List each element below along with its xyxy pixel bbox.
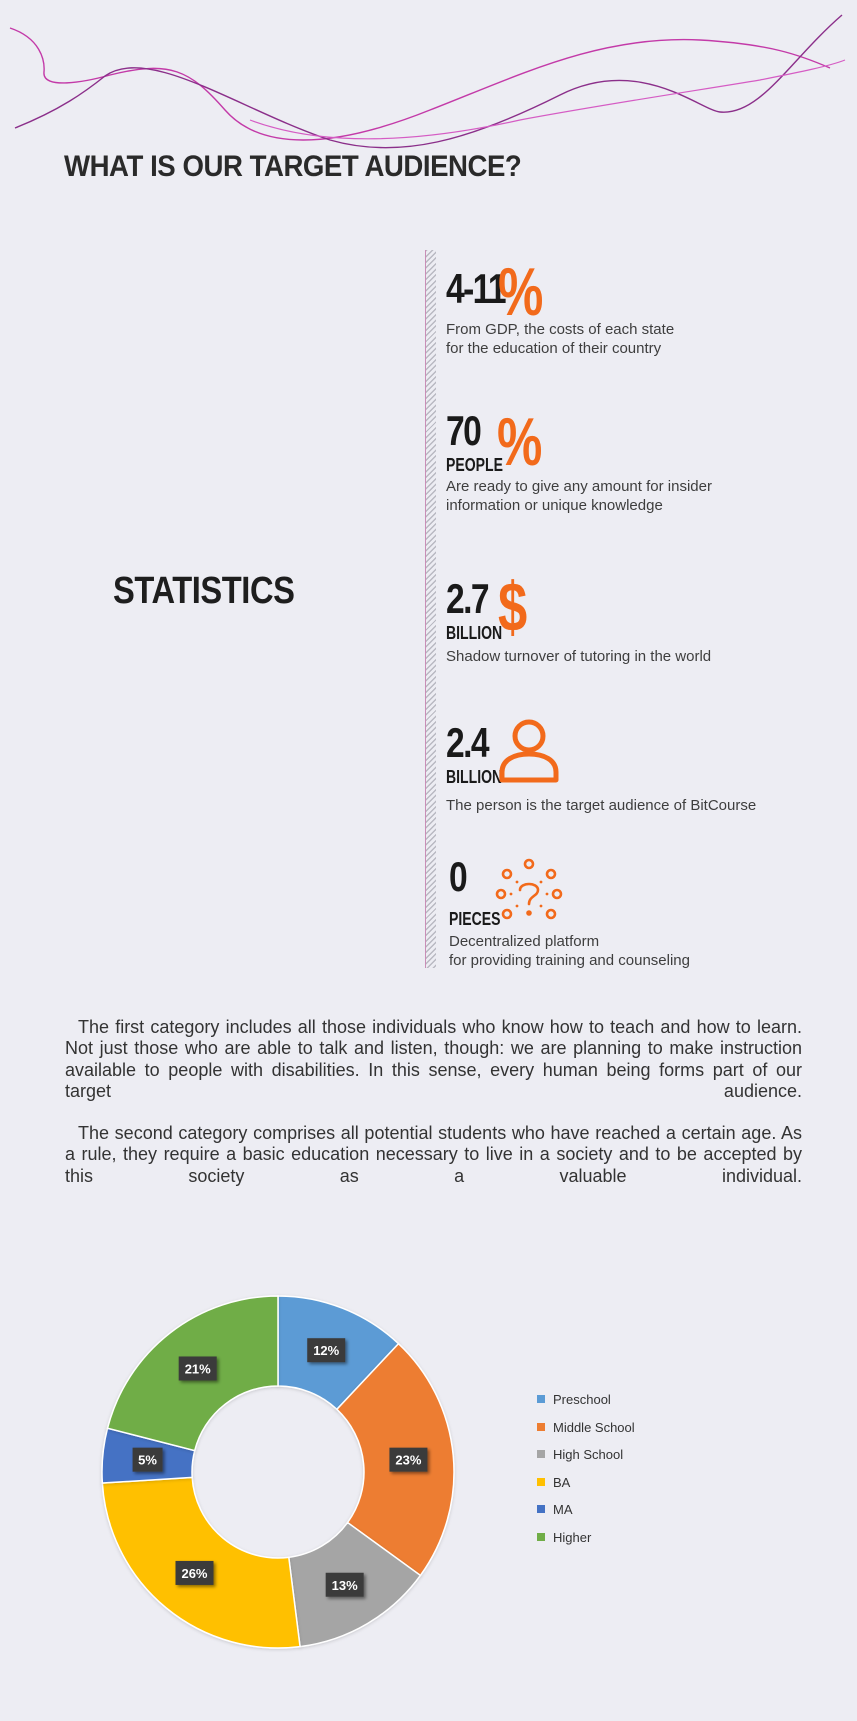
stat-shadow-tutoring-turnover: 2.7 BILLION $ Shadow turnover of tutorin… xyxy=(446,572,836,668)
stat-unit: PEOPLE xyxy=(446,455,503,475)
legend-swatch xyxy=(537,1477,545,1486)
stat-description: From GDP, the costs of each state for th… xyxy=(446,321,675,357)
donut-data-label: 21% xyxy=(178,1356,217,1381)
dollar-icon: $ xyxy=(498,568,528,646)
donut-data-label: 26% xyxy=(175,1560,214,1585)
stat-number: 2.4 xyxy=(446,719,490,766)
legend-label: High School xyxy=(553,1447,624,1462)
legend-swatch xyxy=(537,1505,545,1513)
legend-label: Higher xyxy=(553,1529,592,1545)
donut-data-label: 13% xyxy=(325,1572,364,1597)
stat-number: 2.7 xyxy=(446,575,490,622)
decorative-wave-lines xyxy=(9,14,846,149)
legend-swatch xyxy=(537,1450,545,1458)
stat-number: 4-11 xyxy=(446,265,507,312)
percent-icon: % xyxy=(498,254,544,330)
stat-number: 70 xyxy=(446,407,482,454)
stat-decentralized-platforms: 0 PIECES Decentralized platform for prov… xyxy=(449,856,839,971)
wave-line-1 xyxy=(9,27,831,141)
legend-label: Middle School xyxy=(553,1419,635,1435)
stat-description: The person is the target audience of Bit… xyxy=(446,797,757,814)
stat-gdp-education: 4-11 % From GDP, the costs of each state… xyxy=(446,258,836,358)
legend-swatch xyxy=(537,1395,545,1403)
wave-line-3 xyxy=(249,59,846,140)
stat-unit: PIECES xyxy=(449,909,501,929)
donut-data-label: 5% xyxy=(132,1447,163,1472)
legend-label: BA xyxy=(553,1474,571,1490)
donut-data-label: 23% xyxy=(389,1447,428,1472)
stat-unit: BILLION xyxy=(446,623,503,643)
stat-description: Shadow turnover of tutoring in the world xyxy=(446,648,712,665)
stat-people-ready-to-pay: 70 PEOPLE % Are ready to give any amount… xyxy=(446,404,836,520)
stat-unit: BILLION xyxy=(446,767,503,787)
stat-description: Are ready to give any amount for insider… xyxy=(446,478,712,514)
audience-paragraph-students: The second category comprises all potent… xyxy=(65,1123,802,1186)
page-title: WHAT IS OUR TARGET AUDIENCE? xyxy=(64,150,522,183)
legend-swatch xyxy=(537,1532,545,1541)
wave-line-2 xyxy=(14,14,843,149)
statistics-label: STATISTICS xyxy=(113,570,295,612)
stat-number: 0 xyxy=(449,853,468,900)
percent-icon: % xyxy=(497,404,543,480)
svg-text:13%: 13% xyxy=(332,1578,358,1593)
legend-label: MA xyxy=(553,1502,573,1517)
svg-text:12%: 12% xyxy=(313,1343,339,1358)
legend-swatch xyxy=(537,1422,545,1431)
svg-text:5%: 5% xyxy=(138,1453,157,1468)
svg-text:26%: 26% xyxy=(181,1566,207,1581)
stat-target-audience-persons: 2.4 BILLION The person is the target aud… xyxy=(446,719,836,817)
legend-label: Preschool xyxy=(553,1392,611,1407)
svg-text:23%: 23% xyxy=(395,1453,421,1468)
audience-paragraph-teachers: The first category includes all those in… xyxy=(65,1017,802,1102)
stat-description: Decentralized platform for providing tra… xyxy=(449,933,690,969)
svg-text:21%: 21% xyxy=(185,1361,211,1376)
donut-data-label: 12% xyxy=(307,1338,346,1363)
person-icon xyxy=(499,719,559,783)
education-donut-chart: 12% 23% 13% 26% 5% 21% xyxy=(101,1295,455,1649)
network-question-icon xyxy=(495,858,563,920)
statistics-divider xyxy=(425,250,436,968)
